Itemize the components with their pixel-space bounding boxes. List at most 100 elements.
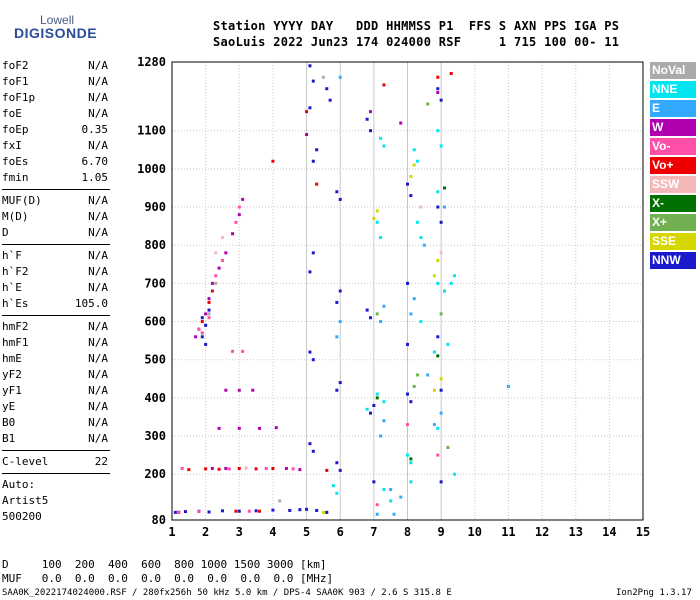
- point-vo: [305, 110, 309, 114]
- point-nnw: [406, 342, 409, 346]
- param-value: N/A: [88, 352, 108, 365]
- point-nnw: [436, 205, 440, 209]
- point-w: [204, 312, 208, 316]
- point-nne: [443, 289, 447, 293]
- point-w: [298, 468, 302, 472]
- point-e: [335, 335, 339, 339]
- point-ssw: [419, 205, 423, 209]
- param-value: N/A: [88, 432, 108, 445]
- point-e: [379, 434, 383, 438]
- point-nnw: [439, 388, 443, 392]
- param-label: h`E: [2, 281, 22, 294]
- legend-item-nne: NNE: [650, 81, 696, 98]
- point-w: [305, 133, 309, 137]
- point-sse: [372, 216, 376, 220]
- param-value: N/A: [88, 281, 108, 294]
- point-vo: [436, 75, 440, 79]
- point-w: [224, 251, 228, 255]
- point-w: [237, 388, 241, 392]
- point-sse: [439, 377, 443, 381]
- param-value: N/A: [88, 400, 108, 413]
- legend-item-nnw: NNW: [650, 252, 696, 269]
- param-row-b0: B0 N/A: [2, 415, 110, 431]
- y-tick-label: 600: [144, 315, 166, 329]
- param-value: N/A: [88, 320, 108, 333]
- point-nne: [453, 274, 457, 278]
- point-sse: [432, 274, 436, 278]
- legend-item-sse: SSE: [650, 233, 696, 250]
- point-e: [382, 304, 386, 308]
- point-nne: [375, 392, 379, 396]
- point-vo: [210, 289, 214, 293]
- point-nnw: [200, 316, 204, 320]
- point-e: [399, 495, 403, 499]
- sidebar-divider: [2, 473, 110, 474]
- y-tick-label: 400: [144, 391, 166, 405]
- point-vo: [241, 349, 245, 353]
- point-noval: [207, 312, 211, 316]
- point-nne: [419, 236, 423, 240]
- point-nnw: [271, 508, 275, 512]
- polarization-legend: NoVal NNE E W Vo- Vo+ SSW X- X+ SSE NNW: [650, 62, 696, 271]
- point-vo: [271, 159, 275, 163]
- x-tick-label: 12: [535, 525, 549, 539]
- point-nne: [382, 400, 386, 404]
- point-e: [338, 75, 342, 79]
- param-label: B0: [2, 416, 16, 429]
- point-vo: [291, 467, 295, 471]
- y-tick-label: 800: [144, 238, 166, 252]
- param-value: N/A: [88, 107, 108, 120]
- point-nnw: [204, 342, 208, 346]
- point-nne: [331, 484, 335, 488]
- param-label: MUF(D): [2, 194, 42, 207]
- point-nnw: [308, 270, 312, 274]
- point-vo: [264, 466, 268, 470]
- point-vo: [257, 509, 261, 513]
- point-e: [379, 320, 383, 324]
- point-x: [446, 445, 450, 449]
- param-row-b1: B1 N/A: [2, 431, 110, 447]
- point-nne: [379, 236, 383, 240]
- point-nnw: [439, 220, 443, 224]
- point-vo: [315, 182, 319, 186]
- param-row-hf2: h`F2 N/A: [2, 264, 110, 280]
- point-x: [426, 102, 430, 106]
- param-row-foep: foEp 0.35: [2, 122, 110, 138]
- param-row-clevel: C-level 22: [2, 454, 110, 470]
- param-row-fof1: foF1 N/A: [2, 74, 110, 90]
- point-nnw: [365, 117, 369, 121]
- point-nne: [449, 281, 453, 285]
- y-tick-label: 1100: [137, 124, 166, 138]
- point-nne: [446, 342, 450, 346]
- point-e: [443, 205, 447, 209]
- point-nne: [375, 220, 379, 224]
- point-nne: [436, 426, 440, 430]
- x-tick-label: 9: [438, 525, 445, 539]
- param-value: N/A: [88, 384, 108, 397]
- header-columns: Station YYYY DAY DDD HHMMSS P1 FFS S AXN…: [213, 19, 620, 33]
- point-vo: [234, 509, 238, 513]
- point-nnw: [409, 194, 413, 198]
- point-nnw: [368, 129, 372, 133]
- param-label: fxI: [2, 139, 22, 152]
- y-tick-label: 500: [144, 353, 166, 367]
- point-vo: [234, 220, 238, 224]
- param-value: 22: [94, 455, 108, 468]
- param-row-mufd: MUF(D) N/A: [2, 193, 110, 209]
- point-nnw: [335, 190, 339, 194]
- point-nnw: [338, 468, 342, 472]
- param-row-foe: foE N/A: [2, 106, 110, 122]
- muf-line: MUF 0.0 0.0 0.0 0.0 0.0 0.0 0.0 0.0 [MHz…: [2, 572, 334, 585]
- x-tick-label: 4: [269, 525, 276, 539]
- point-ssw: [439, 251, 443, 255]
- point-w: [237, 213, 241, 217]
- point-nne: [365, 407, 369, 411]
- point-nne: [436, 281, 440, 285]
- point-vo: [217, 467, 221, 471]
- param-label: hmF1: [2, 336, 29, 349]
- point-nnw: [315, 148, 319, 152]
- param-row-foes: foEs 6.70: [2, 154, 110, 170]
- legend-item-w: W: [650, 119, 696, 136]
- point-w: [368, 110, 372, 114]
- footer-info: SAA0K_2022174024000.RSF / 280fx256h 50 k…: [2, 588, 452, 598]
